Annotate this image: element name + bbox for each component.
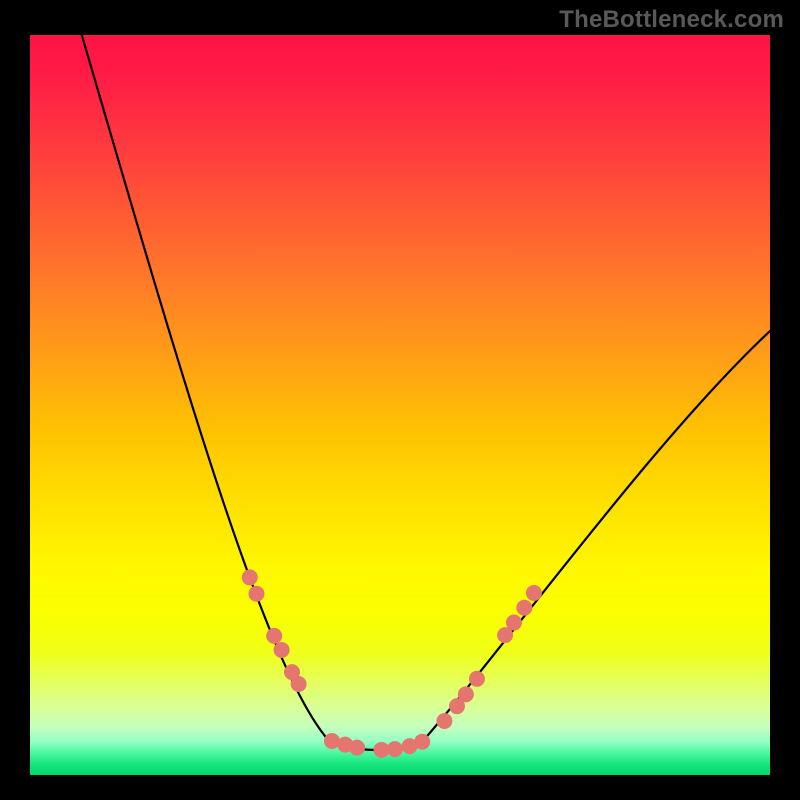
marker-point [458, 687, 473, 702]
marker-point [526, 585, 541, 600]
marker-point [267, 628, 282, 643]
marker-point [506, 615, 521, 630]
marker-point [324, 733, 339, 748]
marker-point [415, 734, 430, 749]
marker-point [387, 742, 402, 757]
plot-svg [30, 35, 770, 775]
marker-point [291, 676, 306, 691]
marker-point [249, 586, 264, 601]
marker-point [437, 713, 452, 728]
frame-right [770, 0, 800, 800]
frame-left [0, 0, 30, 800]
marker-point [242, 570, 257, 585]
marker-point [498, 628, 513, 643]
gradient-background [30, 35, 770, 775]
marker-point [374, 742, 389, 757]
frame-bottom [0, 775, 800, 800]
marker-point [517, 600, 532, 615]
watermark-text: TheBottleneck.com [559, 6, 784, 34]
marker-point [274, 642, 289, 657]
plot-area [30, 35, 770, 775]
marker-point [469, 671, 484, 686]
marker-point [350, 740, 365, 755]
